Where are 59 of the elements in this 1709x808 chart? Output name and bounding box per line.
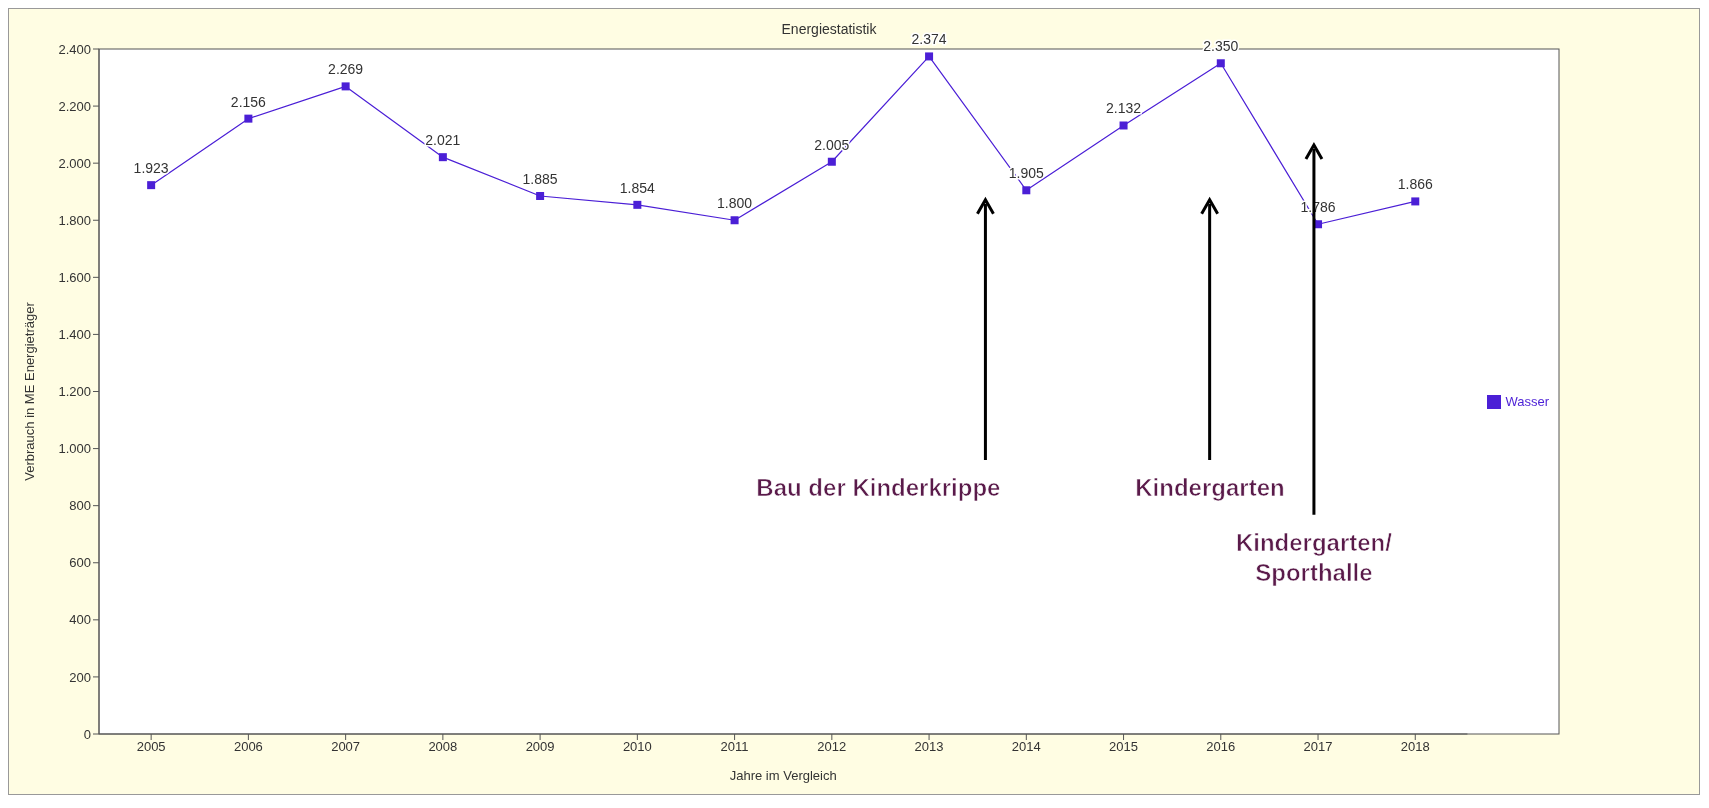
y-tick-label: 600 <box>69 555 91 571</box>
x-tick-label: 2009 <box>525 739 555 755</box>
data-label: 1.866 <box>1397 176 1433 193</box>
point <box>1411 197 1420 206</box>
y-axis-title: Verbrauch in ME Energieträger <box>21 301 37 481</box>
data-label: 2.350 <box>1203 38 1239 55</box>
x-tick-label: 2012 <box>817 739 847 755</box>
data-label: 1.854 <box>619 179 656 196</box>
y-tick-label: 1.000 <box>58 441 91 457</box>
x-tick-label: 2013 <box>914 739 944 755</box>
point <box>244 114 253 123</box>
point <box>438 153 447 162</box>
data-label: 1.885 <box>522 170 558 187</box>
data-label: 2.156 <box>230 93 267 110</box>
point <box>633 200 642 209</box>
y-tick-label: 1.600 <box>58 269 91 285</box>
legend-label: Wasser <box>1505 393 1549 409</box>
data-label: 2.269 <box>328 61 364 78</box>
y-tick-label: 1.200 <box>58 384 91 400</box>
data-label: 1.800 <box>717 195 753 212</box>
x-tick-label: 2007 <box>331 739 361 755</box>
point <box>827 157 836 166</box>
data-label: 2.374 <box>911 31 947 48</box>
x-tick-label: 2011 <box>720 739 749 755</box>
x-tick-label: 2014 <box>1011 739 1041 755</box>
y-tick-label: 2.200 <box>58 98 91 114</box>
x-tick-label: 2008 <box>428 739 458 755</box>
annotation: Bau der Kinderkrippe <box>756 474 1001 501</box>
y-tick-label: 1.400 <box>58 327 91 343</box>
chart-title: Energiestatistik <box>781 21 877 37</box>
point <box>147 181 156 190</box>
y-tick-label: 2.400 <box>58 41 91 57</box>
x-tick-label: 2016 <box>1206 739 1236 755</box>
data-label: 2.132 <box>1106 100 1142 117</box>
point <box>1022 186 1031 195</box>
point <box>1119 121 1128 130</box>
y-tick-label: 800 <box>69 498 91 514</box>
x-tick-label: 2017 <box>1303 739 1333 755</box>
data-label: 2.021 <box>425 132 461 149</box>
x-tick-label: 2005 <box>136 739 166 755</box>
point <box>925 52 934 61</box>
x-tick-label: 2018 <box>1400 739 1430 755</box>
x-axis-title: Jahre im Vergleich <box>729 768 837 783</box>
x-tick-label: 2010 <box>622 739 652 755</box>
data-label: 1.923 <box>133 160 169 177</box>
y-tick-label: 2.000 <box>58 155 91 171</box>
point <box>730 216 739 225</box>
point <box>341 82 350 91</box>
y-tick-label: 0 <box>83 726 91 742</box>
data-label: 2.005 <box>814 136 850 153</box>
annotation: Kindergarten <box>1135 474 1285 501</box>
point <box>1216 59 1225 68</box>
y-tick-label: 200 <box>69 669 91 685</box>
x-tick-label: 2006 <box>233 739 263 755</box>
x-tick-label: 2015 <box>1109 739 1139 755</box>
point <box>536 191 545 200</box>
annotation: Kindergarten/ Sporthalle <box>1235 528 1393 586</box>
y-tick-label: 1.800 <box>58 212 91 228</box>
y-tick-label: 400 <box>69 612 91 628</box>
